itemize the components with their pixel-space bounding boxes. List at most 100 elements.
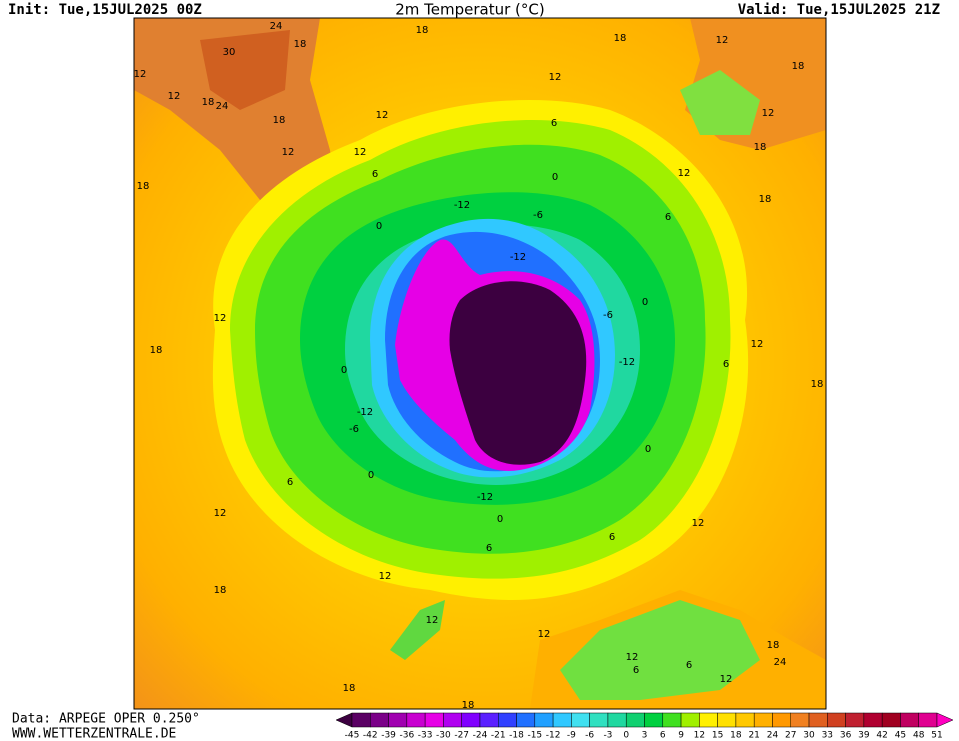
contour-label: 12 xyxy=(282,147,295,158)
colorbar-box xyxy=(900,712,919,728)
colorbar-box xyxy=(662,712,682,728)
colorbar-box xyxy=(717,712,737,728)
map xyxy=(134,18,826,709)
contour-label: 18 xyxy=(759,194,772,205)
africa-south xyxy=(680,70,760,135)
contour-label: 12 xyxy=(751,339,764,350)
colorbar-box xyxy=(735,712,755,728)
contour-label: 12 xyxy=(538,629,551,640)
contour-label: -6 xyxy=(603,310,613,321)
colorbar-label: 39 xyxy=(858,731,870,741)
contour-label: 24 xyxy=(270,21,283,32)
colorbar-label: 33 xyxy=(822,731,833,741)
colorbar-box xyxy=(424,712,444,728)
contour-label: 12 xyxy=(549,72,562,83)
colorbar-label: 48 xyxy=(913,731,925,741)
contour-label: 12 xyxy=(168,91,181,102)
colorbar-label: -39 xyxy=(381,731,396,741)
contour-label: 0 xyxy=(552,172,558,183)
colorbar-box xyxy=(644,712,664,728)
contour-label: 12 xyxy=(692,518,705,529)
contour-label: 12 xyxy=(379,571,392,582)
colorbar-arrow xyxy=(335,712,353,728)
contour-label: 0 xyxy=(497,514,503,525)
contour-label: 18 xyxy=(767,640,780,651)
colorbar-label: -6 xyxy=(585,731,594,741)
colorbar-label: 9 xyxy=(678,731,684,741)
australia-south xyxy=(560,600,760,700)
map-frame xyxy=(133,17,827,710)
contour-label: -12 xyxy=(454,200,470,211)
contour-label: 24 xyxy=(216,101,229,112)
colorbar-label: 18 xyxy=(730,731,742,741)
contour-label: 18 xyxy=(754,142,767,153)
colorbar-label: 15 xyxy=(712,731,723,741)
colorbar-box xyxy=(552,712,572,728)
contour-label: 18 xyxy=(294,39,307,50)
contour-label: 30 xyxy=(223,47,236,58)
colorbar-label: -33 xyxy=(418,731,433,741)
contour-label: 0 xyxy=(642,297,648,308)
contour-label: 12 xyxy=(720,674,733,685)
colorbar-label: -27 xyxy=(454,731,469,741)
contour-label: 18 xyxy=(214,585,227,596)
contour-label: 18 xyxy=(273,115,286,126)
colorbar-label: 45 xyxy=(895,731,906,741)
colorbar-label: -3 xyxy=(603,731,612,741)
colorbar-label: -45 xyxy=(345,731,360,741)
colorbar-label: 0 xyxy=(623,731,629,741)
colorbar-box xyxy=(479,712,499,728)
colorbar-box xyxy=(607,712,627,728)
contour-label: 12 xyxy=(376,110,389,121)
antarctic-core xyxy=(449,281,587,465)
contour-label: 6 xyxy=(372,169,378,180)
contour-label: -12 xyxy=(357,407,373,418)
contour-label: 18 xyxy=(150,345,163,356)
contour-label: 12 xyxy=(716,35,729,46)
contour-label: 0 xyxy=(368,470,374,481)
colorbar-box xyxy=(534,712,554,728)
colorbar-box xyxy=(589,712,609,728)
colorbar-box xyxy=(406,712,426,728)
south-america-hot xyxy=(200,30,290,110)
colorbar-label: -12 xyxy=(546,731,561,741)
contour-label: 6 xyxy=(723,359,729,370)
colorbar-box xyxy=(808,712,828,728)
colorbar-box xyxy=(351,712,371,728)
colorbar-box xyxy=(753,712,773,728)
contour-label: -6 xyxy=(349,424,359,435)
colorbar-box xyxy=(461,712,481,728)
title: 2m Temperatur (°C) xyxy=(395,1,545,19)
contour-label: -12 xyxy=(619,357,635,368)
colorbar-label: -36 xyxy=(399,731,414,741)
contour-label: 6 xyxy=(609,532,615,543)
colorbar-label: 27 xyxy=(785,731,796,741)
colorbar-box xyxy=(498,712,517,728)
contour-label: 6 xyxy=(551,118,557,129)
colorbar-arrow xyxy=(936,712,954,728)
data-source: Data: ARPEGE OPER 0.250° xyxy=(12,712,200,727)
contour-label: 6 xyxy=(633,665,639,676)
contour-label: 0 xyxy=(341,365,347,376)
contour-label: 0 xyxy=(376,221,382,232)
contour-label: 24 xyxy=(774,657,787,668)
colorbar-box xyxy=(443,712,462,728)
contour-label: 18 xyxy=(792,61,805,72)
colorbar-label: 36 xyxy=(840,731,852,741)
colorbar-box xyxy=(699,712,718,728)
contour-label: 12 xyxy=(426,615,439,626)
colorbar-box xyxy=(388,712,408,728)
colorbar-label: 51 xyxy=(931,731,942,741)
contour-label: -6 xyxy=(533,210,543,221)
colorbar-label: -42 xyxy=(363,731,378,741)
colorbar-label: -21 xyxy=(491,731,506,741)
contour-label: 18 xyxy=(343,683,356,694)
contour-label: 0 xyxy=(645,444,651,455)
contour-label: -12 xyxy=(510,252,526,263)
colorbar-label: 12 xyxy=(694,731,705,741)
colorbar-label: 3 xyxy=(642,731,648,741)
colorbar-box xyxy=(863,712,883,728)
contour-label: 18 xyxy=(811,379,824,390)
contour-label: 6 xyxy=(486,543,492,554)
contour-label: 18 xyxy=(137,181,150,192)
